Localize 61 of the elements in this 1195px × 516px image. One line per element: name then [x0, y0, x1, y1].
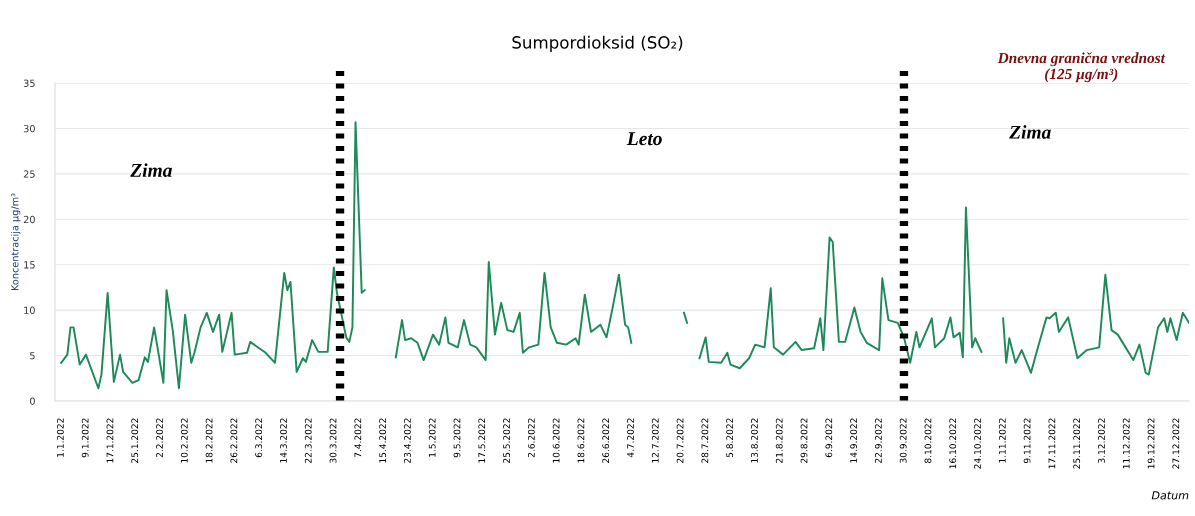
x-tick-label: 7.4.2022 [354, 418, 362, 458]
y-tick-label: 15 [24, 261, 35, 269]
x-tick-label: 19.12.2022 [1147, 418, 1155, 469]
x-tick-label: 9.1.2022 [81, 418, 89, 458]
x-tick-label: 17.5.2022 [478, 418, 486, 463]
x-tick-label: 5.8.2022 [726, 418, 734, 458]
x-tick-label: 24.10.2022 [974, 418, 981, 469]
x-tick-label: 30.9.2022 [899, 418, 907, 463]
x-tick-label: 1.11.2022 [998, 418, 1006, 463]
x-tick-label: 13.8.2022 [751, 418, 758, 463]
x-tick-label: 9.11.2022 [1023, 418, 1031, 463]
x-tick-label: 17.1.2022 [106, 418, 114, 463]
x-tick-label: 6.9.2022 [825, 418, 833, 458]
y-tick-label: 10 [24, 306, 35, 314]
x-tick-label: 25.1.2022 [131, 418, 139, 463]
x-tick-label: 30.3.2022 [329, 418, 337, 463]
x-tick-label: 11.12.2022 [1122, 418, 1130, 469]
x-tick-label: 18.6.2022 [577, 418, 585, 463]
x-tick-label: 28.7.2022 [701, 418, 709, 463]
x-tick-label: 27.12.2022 [1172, 418, 1180, 469]
x-tick-label: 22.3.2022 [304, 418, 312, 463]
x-tick-label: 22.9.2022 [874, 418, 882, 463]
x-tick-label: 2.6.2022 [527, 418, 535, 458]
x-axis-title: Datum [1151, 491, 1189, 500]
x-tick-label: 20.7.2022 [676, 418, 684, 463]
y-tick-label: 20 [23, 215, 35, 224]
x-tick-label: 17.11.2022 [1048, 418, 1056, 469]
x-tick-label: 10.6.2022 [552, 418, 560, 463]
x-tick-label: 1.5.2022 [428, 418, 436, 457]
chart-title: Sumpordioksid (SO₂) [512, 35, 683, 52]
y-axis-title: Koncentracija µg/m³ [10, 193, 21, 291]
x-tick-label: 18.2.2022 [205, 418, 213, 463]
x-tick-label: 14.3.2022 [280, 418, 287, 463]
x-tick-label: 15.4.2022 [379, 418, 387, 463]
x-tick-label: 9.5.2022 [453, 418, 461, 458]
x-tick-label: 14.9.2022 [850, 418, 858, 463]
y-tick-label: 35 [23, 79, 35, 87]
x-tick-label: 4.7.2022 [627, 418, 634, 458]
y-tick-label: 25 [23, 170, 35, 178]
x-tick-label: 12.7.2022 [651, 418, 659, 463]
x-tick-label: 26.6.2022 [602, 418, 610, 463]
y-tick-label: 30 [23, 124, 35, 133]
annotation: Leto [626, 132, 662, 146]
x-tick-label: 26.2.2022 [230, 418, 238, 463]
x-tick-label: 1.1.2022 [56, 418, 64, 457]
annotation: Zima [1009, 125, 1051, 139]
x-tick-label: 3.12.2022 [1098, 418, 1105, 463]
x-tick-label: 10.2.2022 [180, 418, 188, 463]
y-tick-label: 0 [29, 397, 35, 405]
x-tick-label: 2.2.2022 [156, 418, 163, 458]
text: Dnevna granična vrednost (125 µg/m³) [997, 52, 1166, 83]
x-tick-label: 25.5.2022 [503, 418, 510, 463]
y-tick-label: 5 [30, 352, 35, 360]
x-tick-label: 29.8.2022 [800, 418, 808, 463]
x-tick-label: 6.3.2022 [255, 418, 263, 458]
x-tick-label: 16.10.2022 [949, 418, 957, 469]
x-tick-label: 21.8.2022 [775, 418, 783, 463]
x-tick-label: 25.11.2022 [1073, 418, 1081, 469]
x-tick-label: 23.4.2022 [403, 418, 411, 463]
annotation: Zima [130, 163, 172, 177]
x-tick-label: 8.10.2022 [924, 418, 932, 463]
